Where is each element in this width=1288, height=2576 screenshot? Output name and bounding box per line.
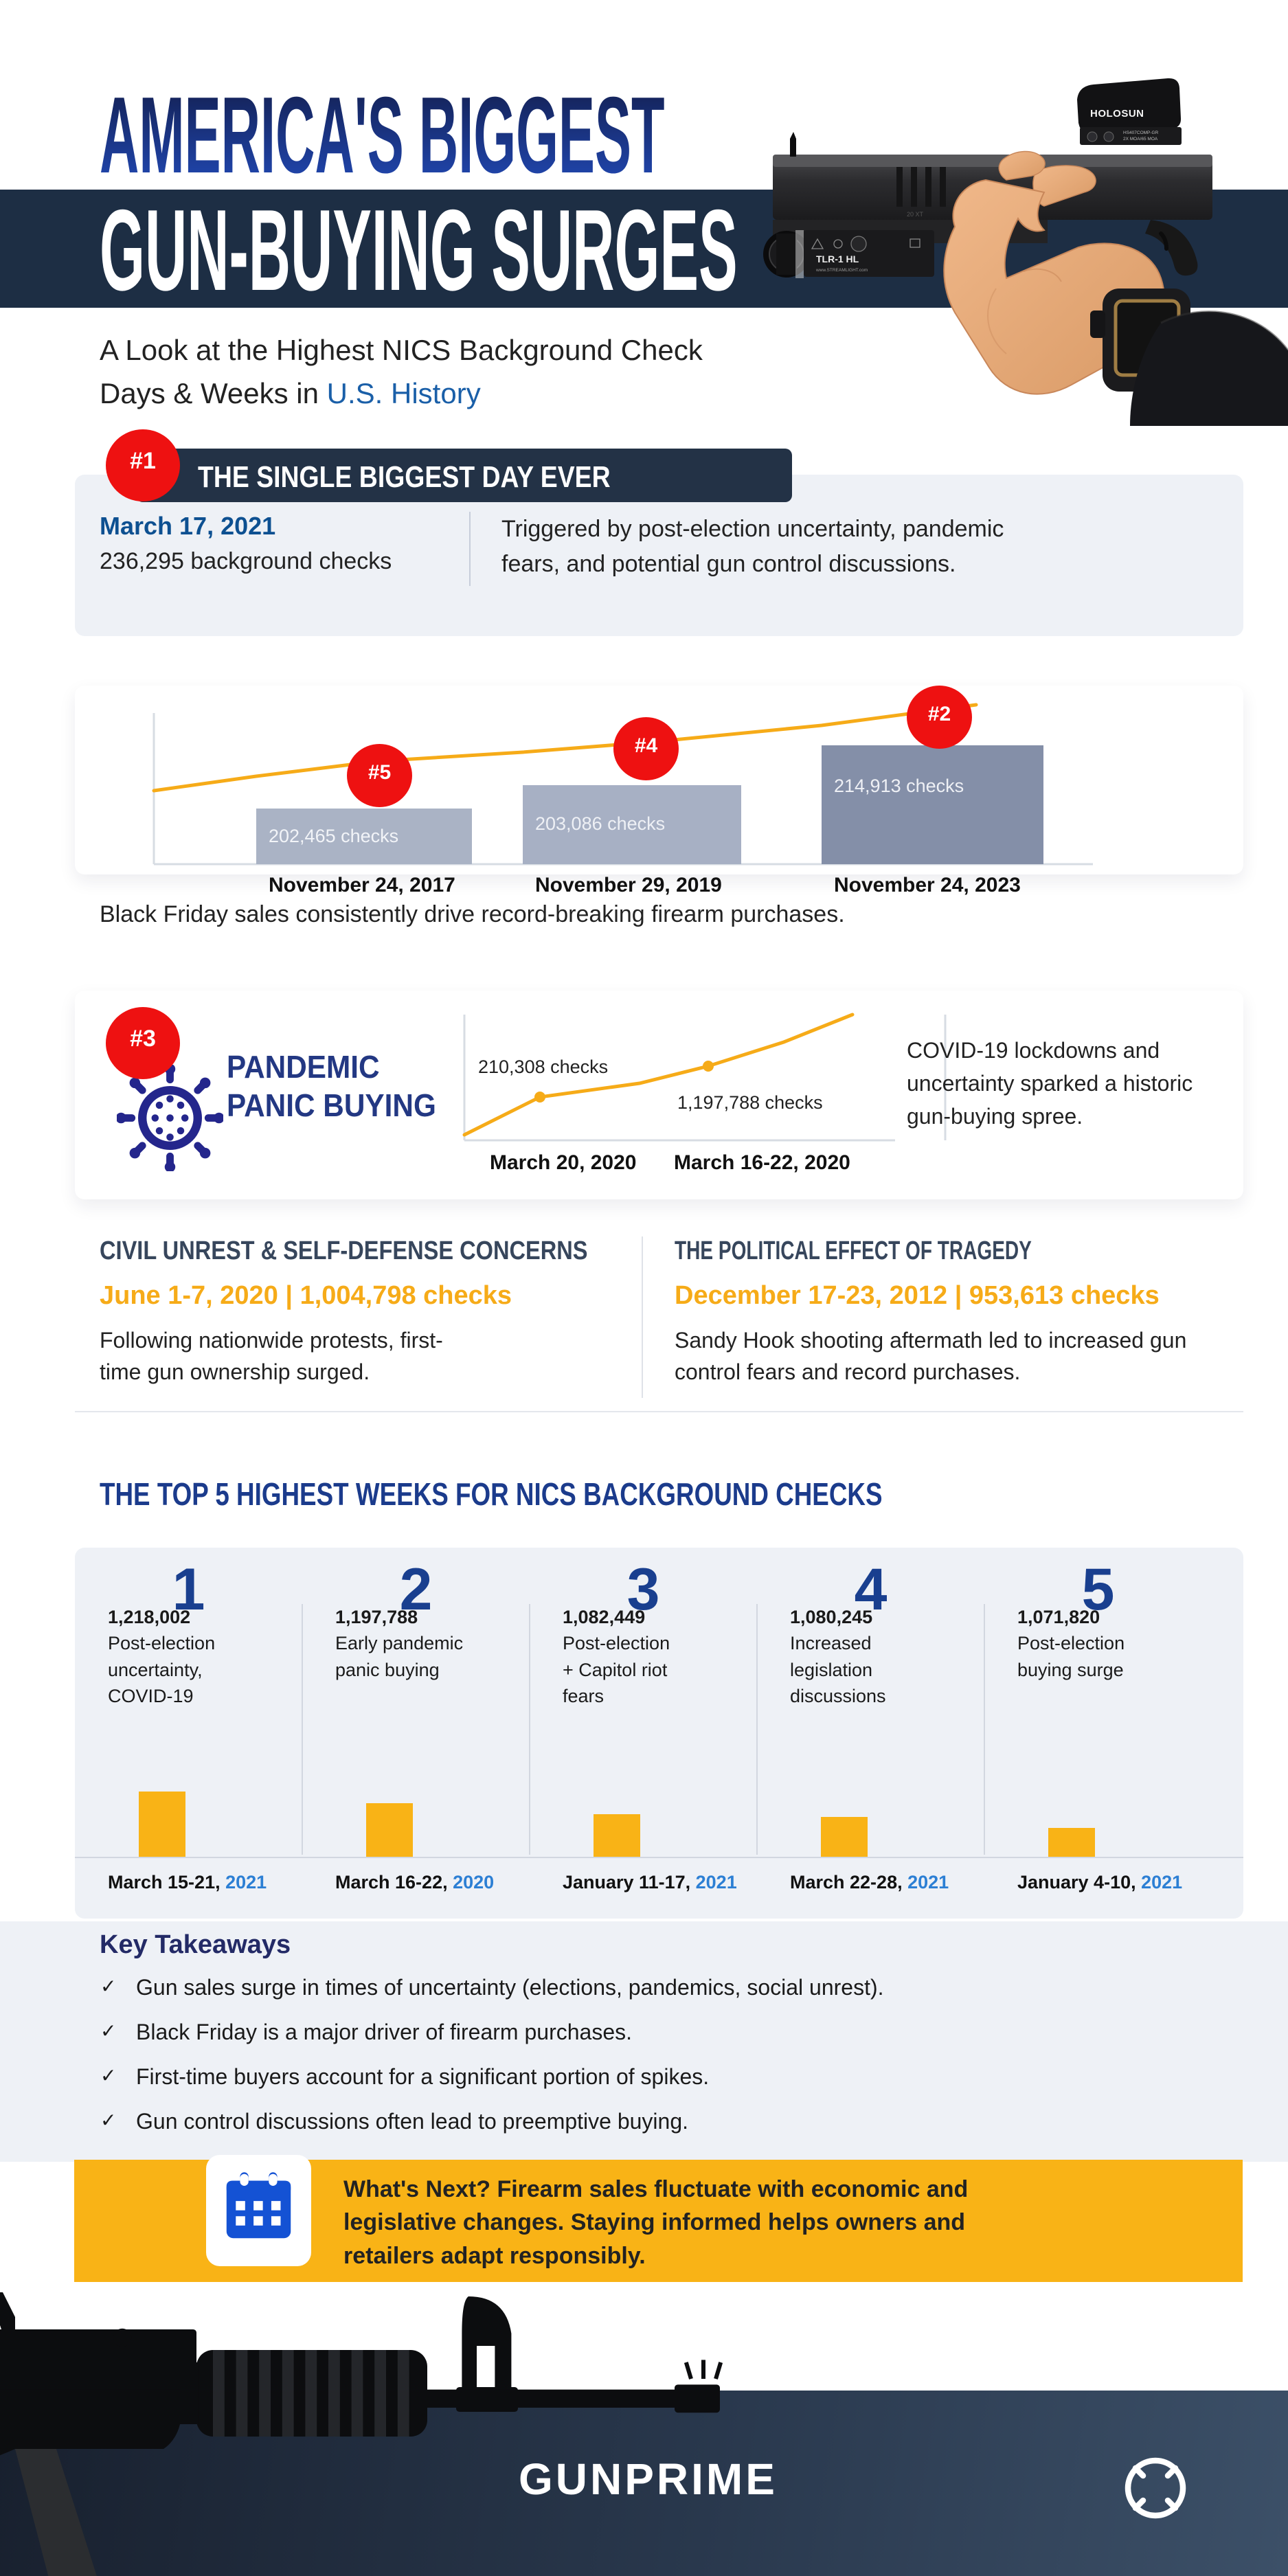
svg-text:November 24, 2023: November 24, 2023 xyxy=(834,874,1021,896)
svg-text:202,465 checks: 202,465 checks xyxy=(269,826,398,846)
svg-text:214,913 checks: 214,913 checks xyxy=(834,776,964,796)
svg-text:TLR-1 HL: TLR-1 HL xyxy=(816,253,859,264)
svg-text:November 24, 2017: November 24, 2017 xyxy=(269,874,455,896)
svg-text:210,308 checks: 210,308 checks xyxy=(478,1057,608,1077)
svg-text:March 16-22, 2020: March 16-22, 2020 xyxy=(674,1151,850,1174)
svg-text:1,197,788 checks: 1,197,788 checks xyxy=(677,1092,823,1113)
svg-text:HS407COMP-GR: HS407COMP-GR xyxy=(1123,131,1159,135)
svg-text:20 XT: 20 XT xyxy=(907,211,924,218)
svg-text:2X MOA/65 MOA: 2X MOA/65 MOA xyxy=(1123,137,1158,142)
svg-text:203,086 checks: 203,086 checks xyxy=(535,813,665,834)
svg-text:November 29, 2019: November 29, 2019 xyxy=(535,874,722,896)
svg-text:March 20, 2020: March 20, 2020 xyxy=(490,1151,636,1174)
svg-text:www.STREAMLIGHT.com: www.STREAMLIGHT.com xyxy=(815,268,868,273)
svg-text:HOLOSUN: HOLOSUN xyxy=(1090,108,1144,120)
